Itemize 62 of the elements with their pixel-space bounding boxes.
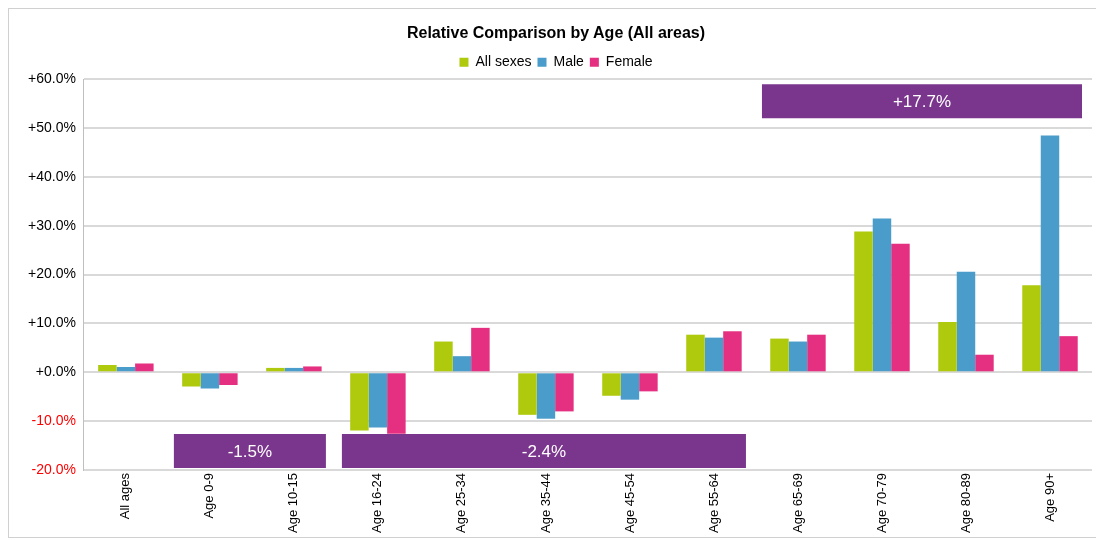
bar xyxy=(219,373,238,386)
bar xyxy=(555,373,574,412)
bar xyxy=(1022,285,1041,372)
x-tick-label: Age 70-79 xyxy=(873,473,889,534)
bar xyxy=(602,373,621,396)
bar xyxy=(387,373,406,434)
bar xyxy=(368,373,388,428)
bar xyxy=(200,373,220,389)
x-tick-label: Age 55-64 xyxy=(705,473,721,534)
y-tick-label: +20.0% xyxy=(28,265,76,282)
y-tick-label: +30.0% xyxy=(28,216,76,233)
y-tick-label: +10.0% xyxy=(28,314,76,331)
bar xyxy=(518,373,537,415)
bar xyxy=(872,218,892,372)
bar xyxy=(182,373,201,387)
bar xyxy=(350,373,369,431)
x-tick-label: Age 80-89 xyxy=(957,473,973,534)
y-tick-label: +50.0% xyxy=(28,118,76,135)
band-label: -2.4% xyxy=(521,441,567,461)
x-tick-label: Age 0-9 xyxy=(201,473,217,519)
bar xyxy=(975,354,994,372)
y-tick-label: +60.0% xyxy=(28,70,76,87)
band-label: -1.5% xyxy=(227,441,273,461)
x-tick-label: Age 90+ xyxy=(1041,473,1057,522)
bar xyxy=(452,356,472,372)
bar xyxy=(686,334,705,372)
x-tick-label: Age 25-34 xyxy=(453,473,469,534)
bar xyxy=(471,327,490,372)
bar xyxy=(1040,135,1060,372)
bar xyxy=(770,338,789,372)
bar xyxy=(891,243,910,372)
bar xyxy=(266,367,285,372)
chart-title: Relative Comparison by Age (All areas) xyxy=(406,24,706,42)
bar xyxy=(1059,336,1078,372)
legend-label: Male xyxy=(553,53,585,70)
y-tick-label: +0.0% xyxy=(35,363,76,380)
band-label: +17.7% xyxy=(892,91,952,111)
y-tick-label: -20.0% xyxy=(31,460,76,477)
bar xyxy=(98,364,117,372)
bar xyxy=(434,341,453,372)
x-tick-label: All ages xyxy=(117,472,133,520)
x-tick-label: Age 16-24 xyxy=(369,473,385,534)
legend-label: Female xyxy=(605,53,653,70)
x-tick-label: Age 10-15 xyxy=(285,473,301,534)
y-tick-label: +40.0% xyxy=(28,167,76,184)
y-tick-label: -10.0% xyxy=(31,412,76,429)
bar xyxy=(303,366,322,372)
bar xyxy=(704,337,724,372)
x-tick-label: Age 35-44 xyxy=(537,473,553,534)
bar xyxy=(639,373,658,392)
bar xyxy=(938,321,957,372)
x-tick-label: Age 45-54 xyxy=(621,473,637,534)
bar xyxy=(620,373,640,400)
x-tick-label: Age 65-69 xyxy=(789,473,805,534)
bar xyxy=(854,231,873,372)
bar xyxy=(135,363,154,372)
bar xyxy=(956,271,976,372)
bar xyxy=(788,341,808,372)
bar xyxy=(723,331,742,372)
bar xyxy=(536,373,556,419)
bar xyxy=(807,334,826,372)
legend-label: All sexes xyxy=(475,53,532,70)
